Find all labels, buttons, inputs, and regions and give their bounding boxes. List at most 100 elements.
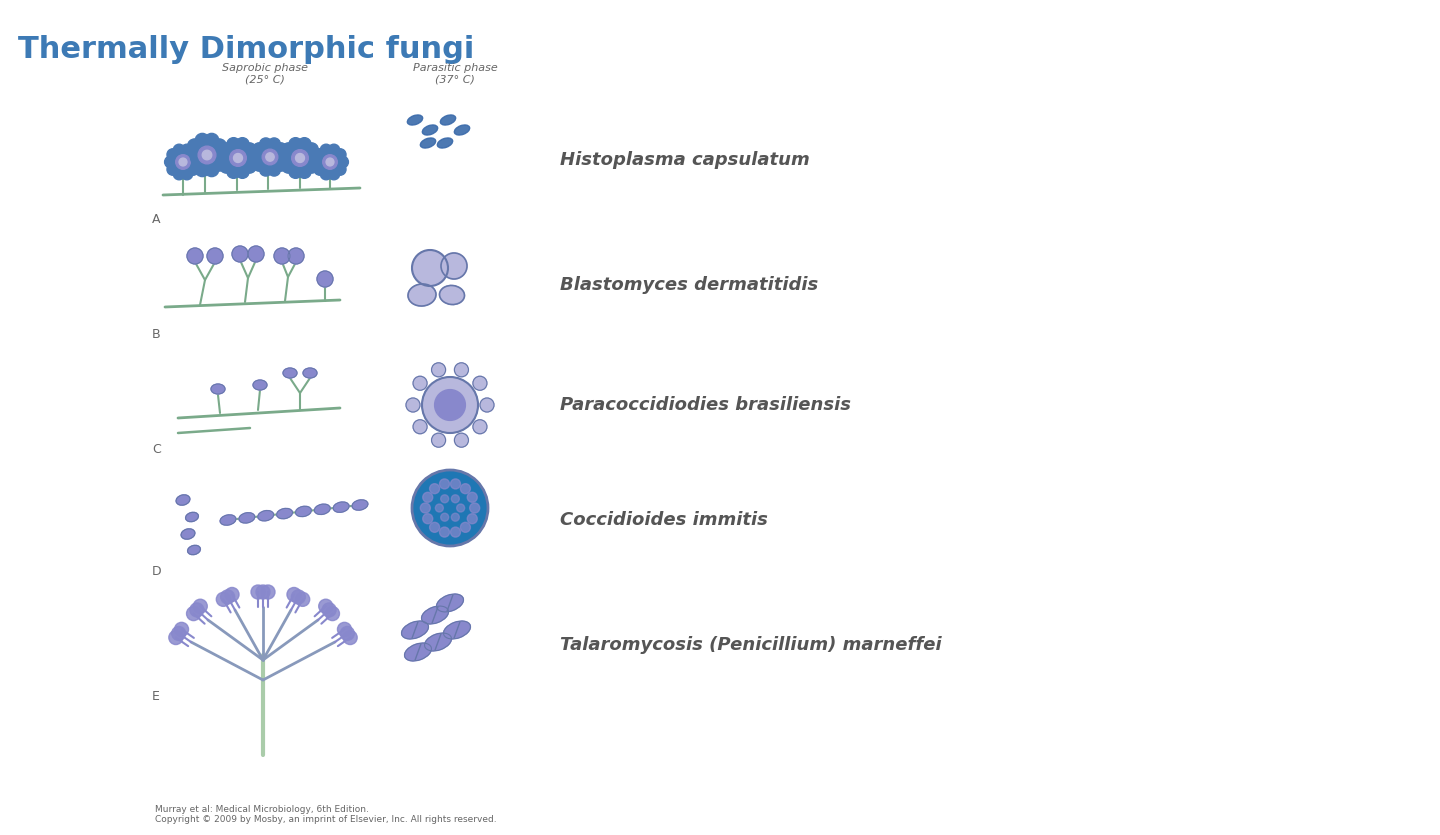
Circle shape [232,246,248,262]
Circle shape [196,134,209,148]
Circle shape [256,585,271,599]
Circle shape [187,149,199,160]
Circle shape [251,150,264,164]
Ellipse shape [186,513,199,522]
Circle shape [413,377,428,390]
Circle shape [291,590,305,604]
Circle shape [287,588,301,601]
Ellipse shape [314,504,330,514]
Circle shape [318,600,333,613]
Circle shape [253,159,265,171]
Circle shape [204,162,219,177]
Circle shape [467,493,477,503]
Circle shape [228,138,240,151]
Circle shape [276,150,289,164]
Circle shape [289,138,302,151]
Circle shape [455,433,468,448]
Ellipse shape [353,500,367,510]
Circle shape [406,398,420,412]
Text: Paracoccidiodies brasiliensis: Paracoccidiodies brasiliensis [560,396,851,414]
Circle shape [216,592,230,606]
Circle shape [243,159,256,173]
Circle shape [164,156,176,168]
Circle shape [199,146,216,164]
Circle shape [439,479,449,489]
Circle shape [220,590,235,604]
Ellipse shape [436,594,464,612]
Text: E: E [153,690,160,703]
Circle shape [233,154,242,163]
Circle shape [179,158,187,166]
Text: Histoplasma capsulatum: Histoplasma capsulatum [560,151,809,169]
Circle shape [317,271,333,287]
Circle shape [217,151,230,164]
Circle shape [435,390,465,420]
Circle shape [187,248,203,264]
Circle shape [282,143,295,156]
Circle shape [259,164,272,176]
Circle shape [259,138,272,150]
Circle shape [461,483,471,493]
Circle shape [455,363,468,377]
Circle shape [236,164,249,179]
Circle shape [266,153,274,161]
Circle shape [181,168,193,180]
Text: Saprobic phase
(25° C): Saprobic phase (25° C) [222,63,308,84]
Circle shape [274,248,289,264]
Text: Blastomyces dermatitidis: Blastomyces dermatitidis [560,276,818,294]
Circle shape [288,248,304,264]
Circle shape [173,168,184,180]
Ellipse shape [212,384,225,394]
Circle shape [456,504,465,512]
Ellipse shape [176,495,190,505]
Circle shape [432,433,445,448]
Circle shape [212,157,226,171]
Circle shape [305,143,318,156]
Circle shape [298,164,311,179]
Circle shape [429,483,439,493]
Circle shape [190,156,202,168]
Circle shape [196,162,209,177]
Circle shape [251,585,265,599]
Circle shape [207,248,223,264]
Circle shape [262,149,278,164]
Circle shape [441,495,449,503]
Text: Talaromycosis (Penicillium) marneffei: Talaromycosis (Penicillium) marneffei [560,636,942,654]
Circle shape [467,514,477,524]
Text: Parasitic phase
(37° C): Parasitic phase (37° C) [413,63,497,84]
Circle shape [320,168,333,180]
Circle shape [305,159,318,173]
Ellipse shape [220,515,236,525]
Circle shape [268,164,281,176]
Circle shape [236,138,249,151]
Circle shape [320,144,333,156]
Circle shape [298,138,311,151]
Circle shape [323,603,336,617]
Circle shape [451,514,459,521]
Circle shape [441,253,467,279]
Ellipse shape [438,138,452,148]
Circle shape [423,493,433,503]
Circle shape [295,154,304,163]
Text: B: B [153,328,161,341]
Circle shape [311,156,324,168]
Circle shape [228,164,240,179]
Circle shape [167,149,179,160]
Circle shape [451,527,461,537]
Circle shape [337,622,351,636]
Circle shape [243,143,256,156]
Circle shape [187,606,200,620]
Circle shape [212,139,226,153]
Circle shape [292,149,308,166]
Circle shape [204,134,219,148]
Circle shape [202,150,212,159]
Circle shape [268,138,281,150]
Circle shape [295,592,310,606]
Circle shape [225,588,239,601]
Circle shape [187,164,199,175]
Circle shape [289,164,302,179]
Circle shape [220,143,233,156]
Circle shape [412,250,448,286]
Text: A: A [153,213,160,226]
Circle shape [308,151,321,164]
